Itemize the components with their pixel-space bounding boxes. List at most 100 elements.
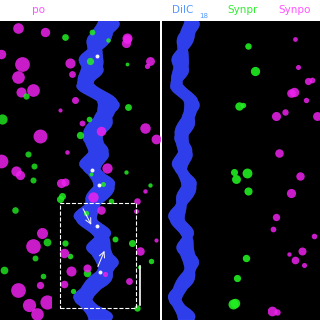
Point [271, 226, 276, 231]
Bar [60, 203, 136, 308]
Point [126, 279, 132, 284]
Text: Merge: Merge [78, 5, 116, 15]
Point [130, 240, 135, 245]
Point [37, 283, 43, 288]
Point [314, 113, 319, 118]
Point [79, 121, 84, 126]
Point [244, 255, 249, 260]
Point [0, 51, 4, 56]
Point [296, 65, 301, 70]
Point [2, 267, 7, 272]
Point [153, 237, 158, 242]
Point [283, 110, 288, 115]
Point [148, 58, 153, 63]
Point [42, 29, 47, 35]
Point [90, 29, 95, 34]
Point [147, 182, 152, 187]
Point [125, 104, 131, 109]
Point [134, 306, 139, 311]
Text: 18: 18 [199, 13, 208, 19]
Point [230, 302, 235, 307]
Point [301, 262, 306, 268]
Point [87, 116, 92, 121]
Point [25, 151, 30, 156]
Point [124, 170, 129, 175]
Point [26, 302, 31, 308]
Point [0, 116, 4, 122]
Point [236, 104, 242, 109]
Point [13, 207, 18, 212]
Point [18, 90, 23, 95]
Point [232, 170, 237, 175]
Point [292, 257, 297, 262]
Point [300, 248, 305, 253]
Point [62, 34, 67, 39]
Point [16, 287, 21, 292]
Point [275, 310, 280, 315]
Point [291, 90, 296, 95]
Point [277, 150, 282, 156]
Point [133, 208, 139, 213]
Point [124, 61, 130, 67]
Point [83, 211, 88, 216]
Point [30, 177, 35, 182]
Point [286, 252, 292, 257]
Point [106, 38, 111, 43]
Point [97, 269, 102, 274]
Point [233, 177, 238, 182]
Point [57, 108, 62, 113]
Point [97, 183, 102, 188]
Point [72, 98, 77, 103]
Point [37, 133, 43, 138]
Point [35, 312, 40, 317]
Text: po: po [32, 5, 45, 15]
Point [232, 300, 237, 305]
Point [84, 270, 89, 276]
Point [303, 97, 308, 102]
Point [124, 41, 129, 46]
Point [98, 208, 103, 213]
Point [94, 223, 100, 228]
Point [154, 136, 159, 141]
Point [244, 170, 250, 175]
Point [297, 173, 302, 178]
Point [20, 61, 25, 67]
Point [125, 36, 130, 42]
Point [108, 198, 114, 204]
Point [62, 180, 68, 185]
Point [57, 196, 62, 201]
Point [270, 308, 275, 314]
Point [69, 72, 74, 77]
Polygon shape [73, 21, 119, 320]
Point [70, 289, 76, 294]
Text: DiIC: DiIC [172, 5, 194, 15]
Point [31, 87, 36, 92]
Point [68, 269, 73, 274]
Point [273, 114, 278, 119]
Point [44, 300, 49, 305]
Point [149, 258, 154, 263]
Point [44, 239, 49, 244]
Point [15, 74, 20, 79]
Point [305, 78, 310, 83]
Point [235, 275, 240, 280]
Point [95, 53, 100, 59]
Point [252, 69, 258, 74]
Text: Synpo: Synpo [278, 5, 310, 15]
Point [135, 198, 140, 204]
Text: Synpr: Synpr [228, 5, 258, 15]
Point [240, 102, 245, 108]
Point [292, 36, 298, 42]
Point [309, 78, 314, 83]
Point [31, 243, 36, 248]
Point [61, 250, 66, 255]
Point [136, 264, 141, 269]
Point [62, 240, 67, 245]
Point [113, 237, 118, 242]
Point [311, 234, 316, 239]
Point [18, 172, 23, 178]
Point [32, 164, 37, 169]
Point [78, 132, 83, 138]
Point [87, 59, 92, 64]
Point [13, 169, 18, 174]
